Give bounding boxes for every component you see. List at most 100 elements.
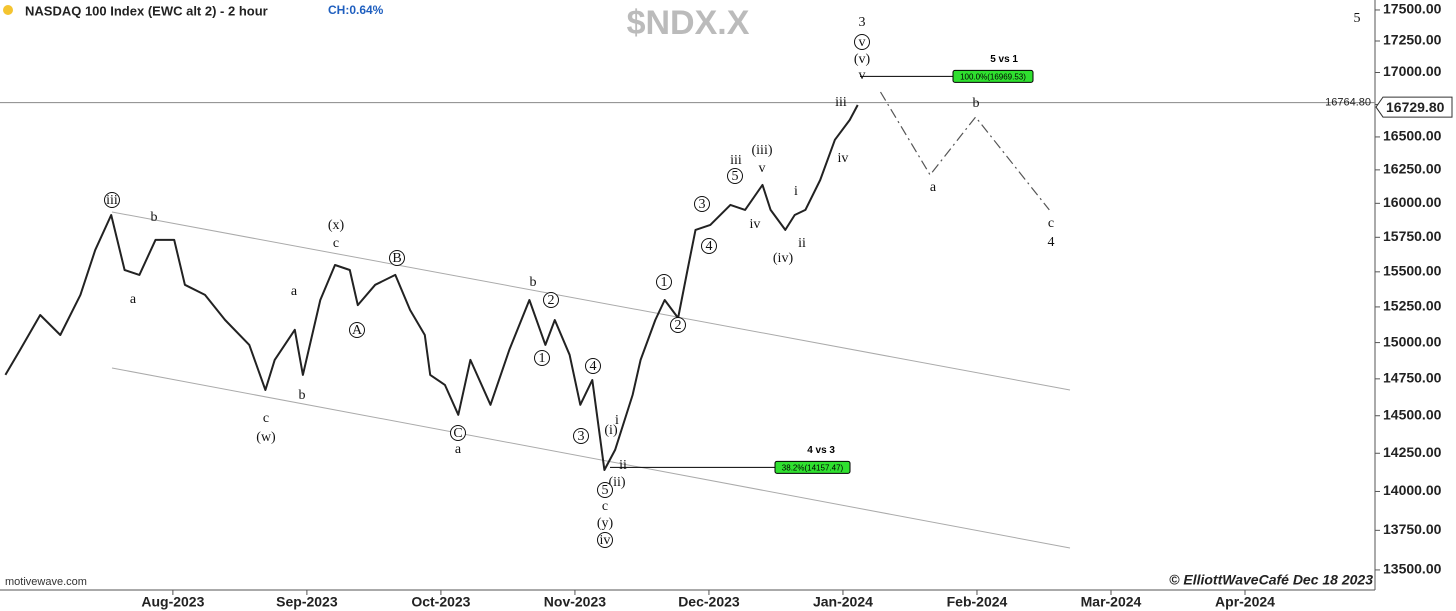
y-tick-label: 17000.00	[1383, 63, 1442, 79]
wave-label: C	[453, 426, 462, 441]
wave-label: (iv)	[773, 251, 794, 266]
wave-label: v	[759, 161, 766, 176]
x-tick-label: Nov-2023	[544, 594, 606, 610]
wave-circle	[585, 358, 601, 374]
wave-label: b	[973, 96, 980, 111]
wave-label: c	[602, 499, 608, 514]
source: motivewave.com	[5, 576, 87, 588]
channel-line	[111, 211, 1071, 391]
wave-label: iii	[106, 193, 118, 208]
status-dot	[3, 5, 13, 15]
wave-circle	[573, 428, 589, 444]
y-tick-label: 14750.00	[1383, 370, 1442, 386]
wave-circle	[670, 317, 686, 333]
wave-label: b	[530, 275, 537, 290]
wave-label: v	[859, 68, 866, 83]
x-tick-label: Jan-2024	[813, 594, 873, 610]
wave-label: ii	[798, 236, 806, 251]
wave-label: (w)	[256, 430, 276, 445]
wave-circle	[597, 482, 613, 498]
y-tick-label: 15750.00	[1383, 228, 1442, 244]
wave-label: a	[455, 442, 462, 457]
wave-label: c	[1048, 216, 1054, 231]
wave-label: 1	[661, 275, 668, 290]
x-tick-label: Aug-2023	[141, 594, 204, 610]
wave-label: 1	[539, 351, 546, 366]
x-tick-label: Apr-2024	[1215, 594, 1275, 610]
wave-circle	[597, 532, 613, 548]
wave-circle	[389, 250, 405, 266]
level-label: 16764.80	[1325, 96, 1371, 108]
y-tick-label: 16500.00	[1383, 128, 1442, 144]
y-tick-label: 16000.00	[1383, 194, 1442, 210]
channel-line	[111, 367, 1071, 549]
wave-label: 4	[706, 239, 713, 254]
wave-label: (iii)	[752, 143, 773, 158]
wave-circle	[349, 322, 365, 338]
wave-label: 3	[578, 429, 585, 444]
wave-label: (i)	[604, 423, 618, 438]
y-tick-label: 15500.00	[1383, 263, 1442, 279]
last-price-label: 16729.80	[1386, 99, 1445, 115]
wave-label: 5	[732, 169, 739, 184]
wave-label: iii	[730, 153, 742, 168]
chart-title: NASDAQ 100 Index (EWC alt 2) - 2 hour	[25, 3, 268, 18]
projection-line	[879, 91, 1050, 211]
wave-label: 2	[548, 293, 555, 308]
wave-label: iv	[600, 533, 611, 548]
wave-label: ii	[619, 458, 627, 473]
y-tick-label: 17250.00	[1383, 32, 1442, 48]
x-tick-label: Sep-2023	[276, 594, 338, 610]
wave-label: b	[299, 388, 306, 403]
symbol-watermark: $NDX.X	[627, 4, 750, 42]
x-tick-label: Oct-2023	[411, 594, 470, 610]
wave-label: 3	[859, 15, 866, 30]
wave-label: (y)	[597, 516, 614, 531]
wave-label: 4	[590, 359, 597, 374]
wave-label: A	[352, 323, 363, 338]
y-tick-label: 14250.00	[1383, 444, 1442, 460]
x-tick-label: Dec-2023	[678, 594, 740, 610]
wave-label: b	[151, 210, 158, 225]
wave-label: (ii)	[608, 475, 625, 490]
wave-circle	[104, 192, 120, 208]
y-tick-label: 15000.00	[1383, 333, 1442, 349]
wave-circle	[543, 292, 559, 308]
wave-label: a	[930, 180, 937, 195]
wave-circle	[450, 425, 466, 441]
y-tick-label: 15250.00	[1383, 298, 1442, 314]
wave-label: 3	[699, 197, 706, 212]
wave-circle	[656, 274, 672, 290]
wave-circle	[727, 168, 743, 184]
y-tick-label: 13500.00	[1383, 561, 1442, 577]
wave-label: 4	[1048, 235, 1055, 250]
fib-label: 38.2%(14157.47)	[782, 463, 844, 472]
wave-label: iv	[838, 151, 849, 166]
wave-circle	[701, 238, 717, 254]
wave-label: a	[291, 284, 298, 299]
fib-box	[952, 69, 1034, 83]
last-price-box	[1375, 96, 1453, 118]
fib-note: 5 vs 1	[990, 54, 1018, 65]
wave-label: v	[859, 35, 866, 50]
change: CH:0.64%	[328, 3, 384, 17]
wave-circle	[534, 350, 550, 366]
price-line	[4, 104, 859, 471]
wave-label: 2	[675, 318, 682, 333]
wave-label: i	[615, 413, 619, 428]
y-tick-label: 17500.00	[1383, 1, 1442, 17]
wave-label: c	[263, 411, 269, 426]
wave-label: 5	[602, 483, 609, 498]
wave-label: a	[130, 292, 137, 307]
wave-label: c	[333, 236, 339, 251]
y-tick-label: 16250.00	[1383, 161, 1442, 177]
y-tick-label: 13750.00	[1383, 521, 1442, 537]
wave-label: (x)	[328, 218, 345, 233]
wave-label: iii	[835, 95, 847, 110]
wave-label: i	[794, 184, 798, 199]
wave-label: B	[392, 251, 401, 266]
fib-note: 4 vs 3	[807, 445, 835, 456]
wave-circle	[694, 196, 710, 212]
